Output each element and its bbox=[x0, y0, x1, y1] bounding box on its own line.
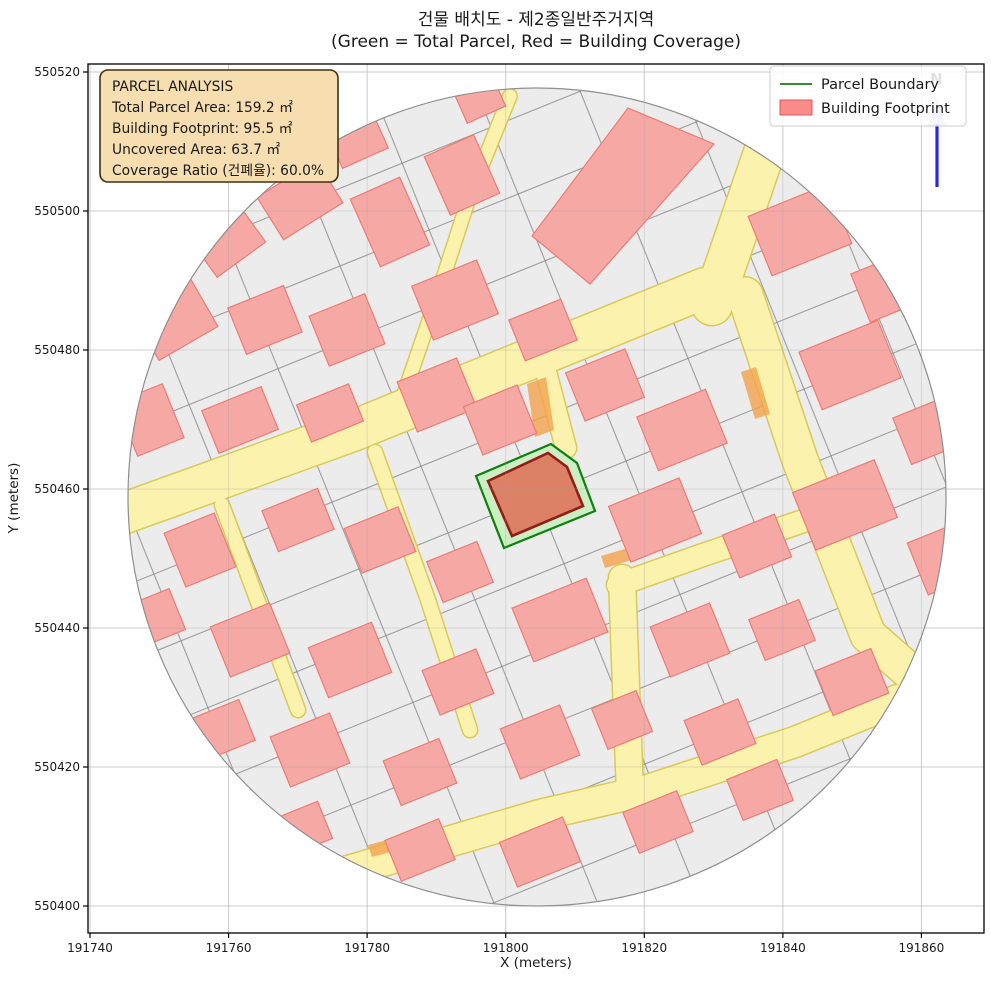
building bbox=[307, 621, 393, 699]
parcel-analysis-box: PARCEL ANALYSIS Total Parcel Area: 159.2… bbox=[99, 69, 339, 183]
building-footprint bbox=[486, 451, 585, 538]
building bbox=[683, 698, 757, 766]
parcel-analysis-frame bbox=[99, 69, 339, 183]
building bbox=[462, 384, 538, 456]
y-tick-label: 550480 bbox=[34, 343, 80, 357]
road bbox=[535, 358, 576, 458]
y-tick-label: 550440 bbox=[34, 621, 80, 635]
building bbox=[382, 737, 458, 807]
gridlines-overlay bbox=[88, 64, 984, 933]
y-tick-label: 550400 bbox=[34, 899, 80, 913]
building bbox=[590, 689, 654, 751]
building bbox=[425, 540, 495, 604]
crosswalk-patch bbox=[741, 367, 770, 419]
chart-title: 건물 배치도 - 제2종일반주거지역 bbox=[418, 10, 654, 30]
building bbox=[343, 506, 417, 574]
building-large bbox=[531, 107, 716, 285]
building bbox=[508, 298, 578, 362]
parcel-boundary-line bbox=[128, 158, 377, 906]
legend: Parcel Boundary Building Footprint bbox=[769, 65, 967, 127]
x-tick-label: 191860 bbox=[899, 941, 945, 955]
annotation-line: Uncovered Area: 63.7 ㎡ bbox=[112, 142, 280, 158]
building bbox=[607, 477, 703, 563]
building bbox=[798, 319, 902, 411]
x-axis-label: X (meters) bbox=[500, 955, 572, 971]
building bbox=[384, 817, 456, 883]
y-axis-label: Y (meters) bbox=[6, 463, 22, 535]
building bbox=[791, 458, 899, 552]
y-tick-label: 550520 bbox=[34, 65, 80, 79]
x-tick-label: 191820 bbox=[621, 941, 667, 955]
building bbox=[269, 712, 351, 788]
building bbox=[814, 647, 890, 717]
road bbox=[388, 89, 517, 427]
road bbox=[609, 565, 643, 808]
building bbox=[725, 758, 795, 822]
x-tick-label: 191800 bbox=[483, 941, 529, 955]
y-tick-label: 550420 bbox=[34, 760, 80, 774]
axis-ticks: 191740 191760 191780 191800 191820 191840 1918… bbox=[34, 65, 944, 955]
building bbox=[622, 789, 694, 855]
building bbox=[649, 602, 731, 678]
building bbox=[349, 176, 431, 268]
parcel-boundary-line bbox=[697, 88, 946, 836]
building bbox=[308, 292, 386, 368]
building bbox=[511, 577, 609, 663]
road bbox=[330, 685, 913, 887]
building bbox=[636, 388, 728, 472]
building bbox=[721, 513, 793, 579]
axes-frame bbox=[87, 63, 985, 934]
building bbox=[261, 487, 335, 553]
building bbox=[906, 524, 946, 596]
building bbox=[410, 259, 500, 341]
x-tick-label: 191840 bbox=[760, 941, 806, 955]
annotation-line: Total Parcel Area: 159.2 ㎡ bbox=[111, 100, 293, 116]
y-tick-label: 550500 bbox=[34, 204, 80, 218]
road bbox=[727, 277, 928, 690]
road bbox=[128, 268, 725, 542]
crosswalk-patch bbox=[601, 548, 632, 568]
building bbox=[421, 648, 495, 716]
legend-label-building-footprint: Building Footprint bbox=[821, 101, 950, 117]
building bbox=[163, 512, 237, 588]
building bbox=[295, 383, 365, 443]
annotation-line: PARCEL ANALYSIS bbox=[112, 79, 233, 95]
map-boundary-circle bbox=[127, 87, 947, 907]
building-footprint-swatch-icon bbox=[779, 99, 813, 116]
annotation-line: Coverage Ratio (건폐율): 60.0% bbox=[112, 163, 324, 179]
road bbox=[607, 501, 841, 596]
building bbox=[227, 284, 303, 356]
x-tick-label: 191760 bbox=[206, 941, 252, 955]
crosswalk-patch bbox=[527, 377, 554, 437]
building bbox=[423, 133, 501, 217]
y-tick-label: 550460 bbox=[34, 482, 80, 496]
x-tick-label: 191780 bbox=[344, 941, 390, 955]
building bbox=[892, 394, 946, 466]
road bbox=[692, 130, 785, 325]
building bbox=[747, 598, 817, 662]
building bbox=[209, 602, 291, 678]
legend-box bbox=[769, 65, 967, 127]
legend-label-parcel-boundary: Parcel Boundary bbox=[821, 77, 939, 93]
building bbox=[200, 385, 280, 455]
x-tick-label: 191740 bbox=[67, 941, 113, 955]
building bbox=[499, 704, 581, 780]
annotation-line: Building Footprint: 95.5 ㎡ bbox=[112, 121, 293, 137]
building bbox=[564, 348, 646, 422]
chart-subtitle: (Green = Total Parcel, Red = Building Co… bbox=[331, 32, 741, 52]
building bbox=[498, 816, 582, 888]
